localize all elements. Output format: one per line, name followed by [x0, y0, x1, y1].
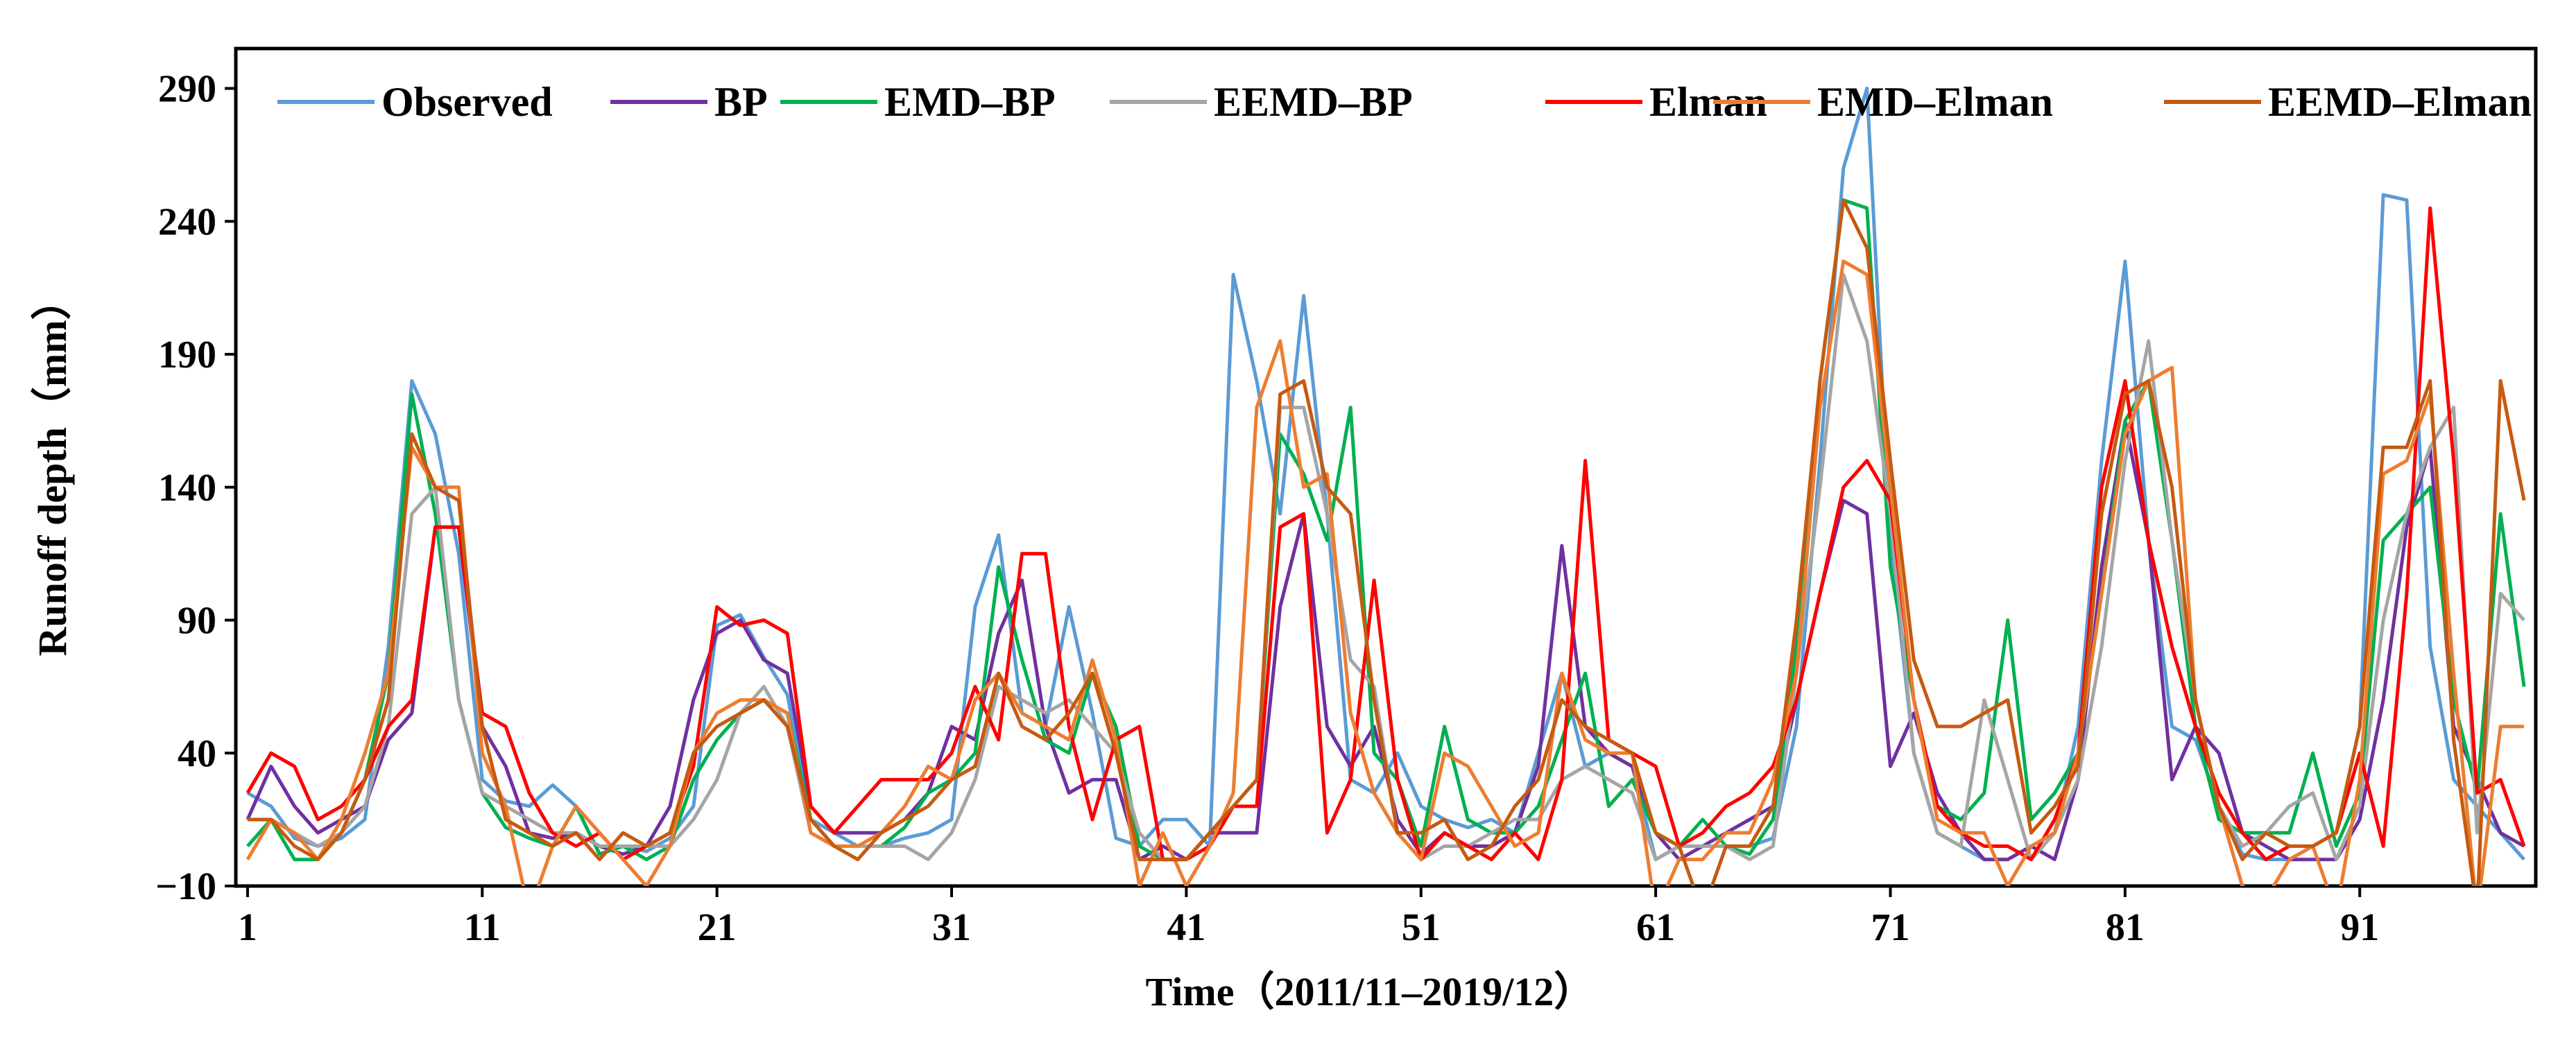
- x-tick-label: 91: [2340, 906, 2379, 949]
- legend-item-emd-bp: EMD–BP: [780, 79, 1056, 125]
- x-tick-label: 11: [464, 906, 501, 949]
- legend-label: EEMD–BP: [1214, 79, 1413, 125]
- y-tick-label: 140: [158, 467, 216, 510]
- x-tick-label: 21: [698, 906, 737, 949]
- x-axis-ticks: 1 11 21 31 41 51 61 71 81 91: [238, 886, 2379, 949]
- y-tick-label: 190: [158, 333, 216, 376]
- y-tick-label: 290: [158, 68, 216, 111]
- legend-item-emd-elman: EMD–Elman: [1713, 79, 2053, 125]
- series-line-elman: [246, 206, 2526, 862]
- y-tick-label: 90: [178, 600, 216, 643]
- series-line-emd-elman: [246, 259, 2525, 886]
- legend-label: EMD–BP: [884, 79, 1056, 125]
- legend-item-observed: Observed: [277, 79, 553, 125]
- x-tick-label: 41: [1167, 906, 1205, 949]
- legend-item-eemd-elman: EEMD–Elman: [2164, 79, 2532, 125]
- legend: Observed BP EMD–BP EEMD–BP Elman EMD–Elman EEM…: [277, 79, 2532, 125]
- legend-label: Observed: [381, 79, 553, 125]
- x-tick-label: 71: [1871, 906, 1909, 949]
- legend-label: EMD–Elman: [1817, 79, 2053, 125]
- x-tick-label: 61: [1636, 906, 1675, 949]
- y-tick-label: −10: [155, 865, 216, 908]
- legend-label: BP: [714, 79, 768, 125]
- legend-item-bp: BP: [610, 79, 768, 125]
- x-tick-label: 1: [238, 906, 257, 949]
- legend-label: EEMD–Elman: [2268, 79, 2532, 125]
- y-axis-title: Runoff depth（mm）: [30, 280, 75, 657]
- y-tick-label: 40: [178, 732, 216, 775]
- series-layer: [246, 87, 2526, 886]
- x-tick-label: 81: [2106, 906, 2145, 949]
- x-axis-title: Time（2011/11–2019/12）: [1146, 969, 1595, 1014]
- y-tick-label: 240: [158, 200, 216, 243]
- plot-frame: [234, 46, 2538, 888]
- series-line-eemd-elman: [247, 198, 2526, 886]
- legend-item-eemd-bp: EEMD–BP: [1110, 79, 1413, 125]
- x-tick-label: 51: [1402, 906, 1441, 949]
- x-tick-label: 31: [932, 906, 971, 949]
- y-axis-ticks: −10 40 90 140 190 240 290: [155, 68, 236, 908]
